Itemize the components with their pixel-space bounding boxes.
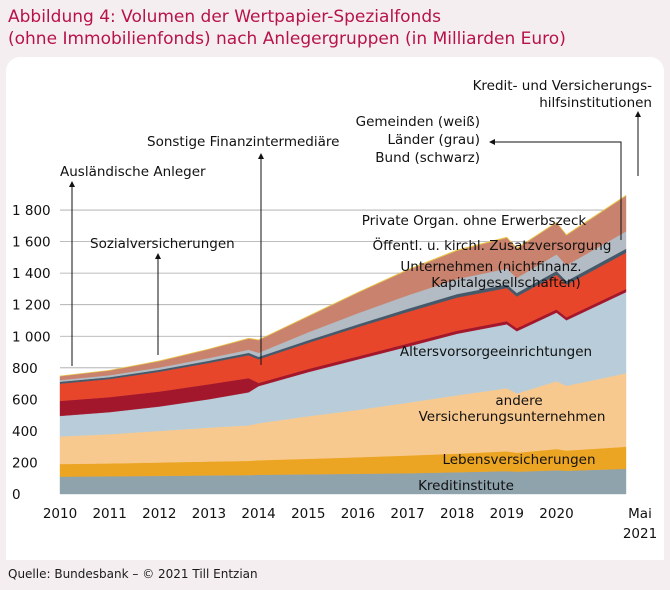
y-tick-label-3: 600 xyxy=(12,392,38,408)
x-tick-label-7: 2017 xyxy=(390,506,424,522)
y-tick-label-5: 1 000 xyxy=(12,329,51,345)
x-tick-label-0: 2010 xyxy=(43,506,77,522)
x-tick-label-year: 2021 xyxy=(623,526,657,542)
annotation-label-4: Altersvorsorgeeinrichtungen xyxy=(400,344,592,360)
x-tick-label-10: 2020 xyxy=(539,506,573,522)
annotation-label-3: Versicherungsunternehmen xyxy=(419,409,606,425)
annotation-label-16: Ausländische Anleger xyxy=(60,164,206,180)
annotation-label-14: Sonstige Finanzintermediäre xyxy=(147,134,339,150)
x-tick-label-8: 2018 xyxy=(440,506,474,522)
annotation-label-6: Kapitalgesellschaften) xyxy=(431,275,580,291)
annotation-label-13: hilfsinstitutionen xyxy=(539,95,652,111)
chart-title-line-2: (ohne Immobilienfonds) nach Anlegergrupp… xyxy=(8,29,566,49)
y-tick-label-1: 200 xyxy=(12,455,38,471)
annotation-label-9: Gemeinden (weiß) xyxy=(356,114,480,130)
annotation-label-2: andere xyxy=(495,393,542,409)
annotation-label-15: Sozialversicherungen xyxy=(90,236,235,252)
annotation-label-11: Bund (schwarz) xyxy=(375,150,480,166)
annotation-label-1: Lebensversicherungen xyxy=(442,452,595,468)
y-tick-label-9: 1 800 xyxy=(12,203,51,219)
x-tick-label-1: 2011 xyxy=(92,506,126,522)
x-tick-label-5: 2015 xyxy=(291,506,325,522)
y-tick-label-4: 800 xyxy=(12,361,38,377)
x-tick-label-2: 2012 xyxy=(142,506,176,522)
arrow-gemeinden-laender-bund xyxy=(489,139,622,240)
x-tick-label-4: 2014 xyxy=(241,506,275,522)
annotation-label-12: Kredit- und Versicherungs- xyxy=(473,78,653,94)
x-tick-label-3: 2013 xyxy=(192,506,226,522)
annotation-label-8: Private Organ. ohne Erwerbszeck xyxy=(362,213,587,229)
x-tick-label-9: 2019 xyxy=(490,506,524,522)
y-tick-label-8: 1 600 xyxy=(12,235,51,251)
y-tick-label-7: 1 400 xyxy=(12,266,51,282)
x-tick-label-month: Mai xyxy=(628,506,652,522)
annotation-label-5: Unternehmen (nichtfinanz. xyxy=(400,259,581,275)
area-series-9 xyxy=(59,194,627,377)
annotation-label-10: Länder (grau) xyxy=(387,132,480,148)
y-tick-label-6: 1 200 xyxy=(12,298,51,314)
chart-title-line-1: Abbildung 4: Volumen der Wertpapier-Spez… xyxy=(8,7,441,27)
source-note: Quelle: Bundesbank – © 2021 Till Entzian xyxy=(8,567,258,581)
annotation-label-0: Kreditinstitute xyxy=(418,478,514,494)
x-tick-label-6: 2016 xyxy=(341,506,375,522)
y-tick-label-0: 0 xyxy=(12,487,21,503)
chart-title: Abbildung 4: Volumen der Wertpapier-Spez… xyxy=(8,6,658,50)
y-tick-label-2: 400 xyxy=(12,424,38,440)
annotation-label-7: Öffentl. u. kirchl. Zusatzversorgung xyxy=(373,236,612,254)
